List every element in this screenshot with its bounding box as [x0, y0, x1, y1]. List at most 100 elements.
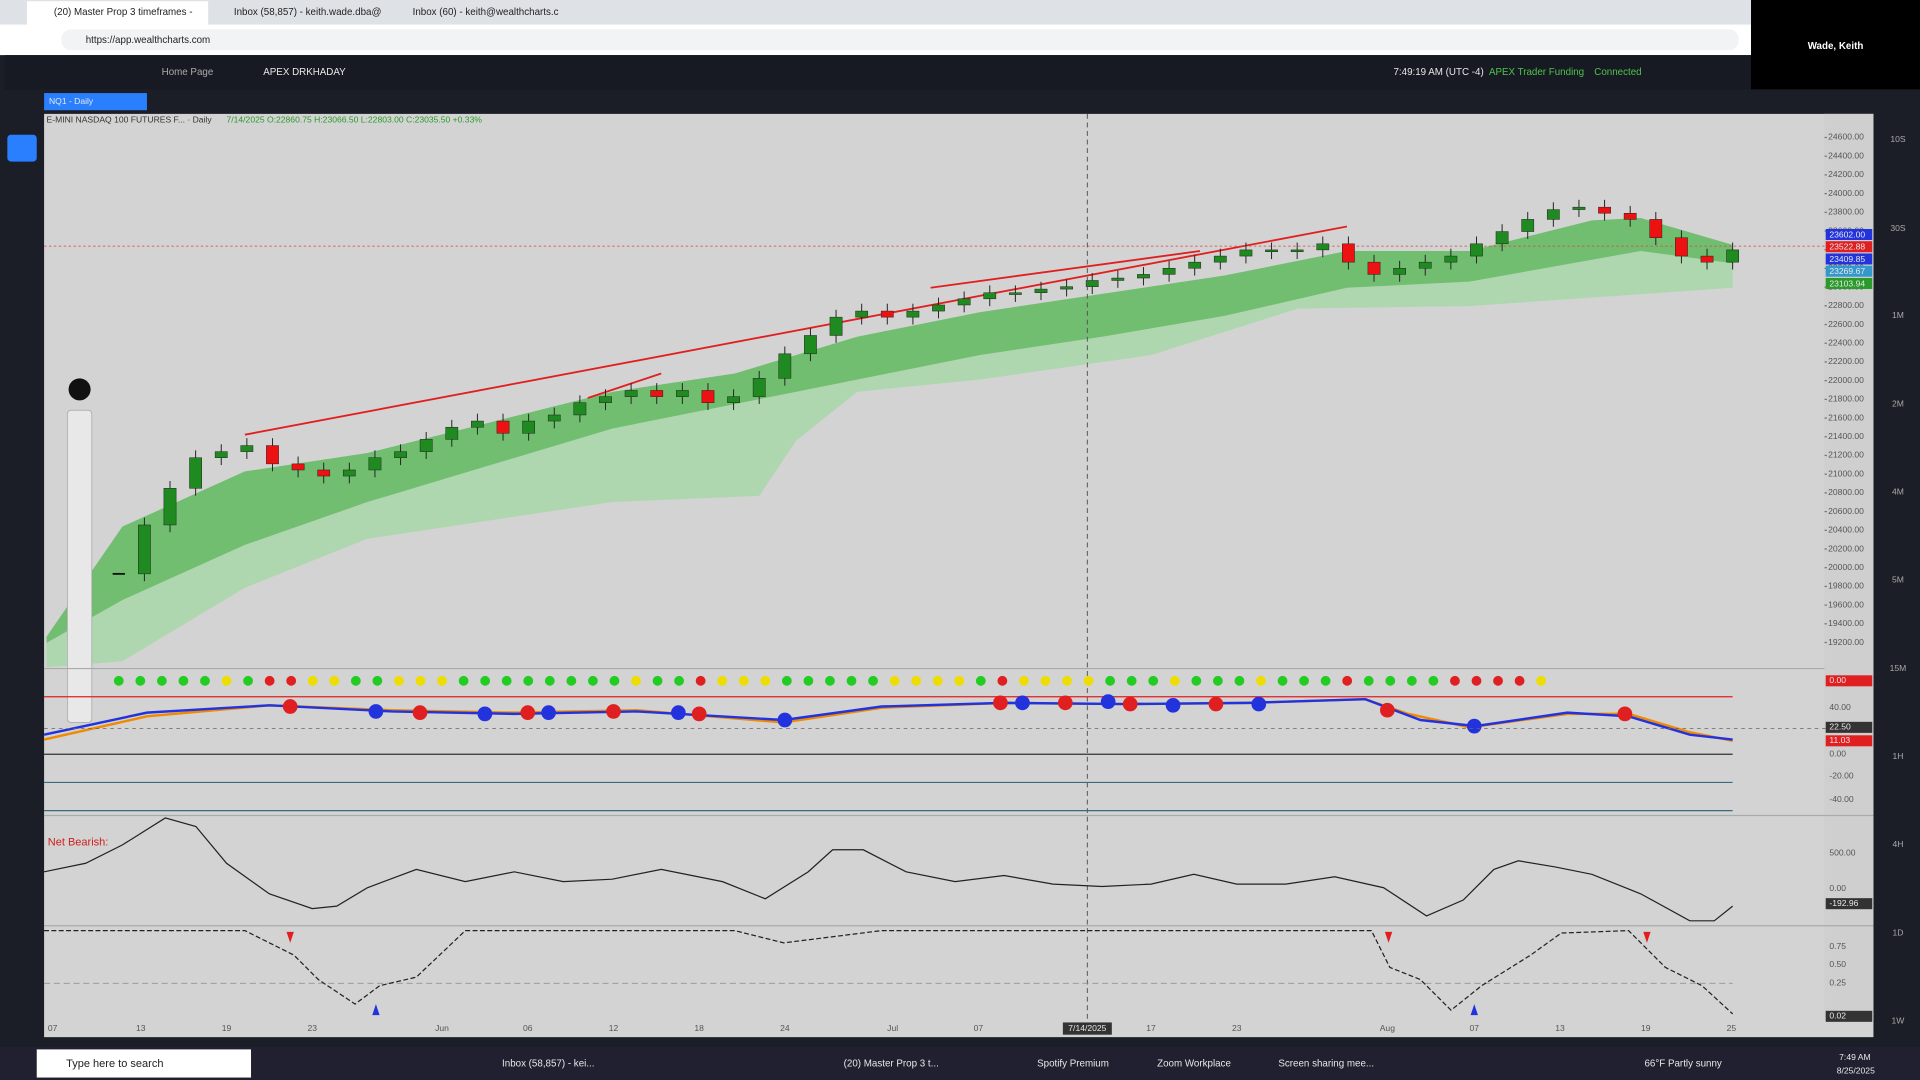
add-button[interactable] [7, 134, 37, 162]
x-tick-label: Aug [1380, 1023, 1395, 1033]
candle [1367, 261, 1381, 275]
signal-dot [1299, 675, 1309, 686]
profile-name: Wade, Keith [1808, 41, 1864, 52]
candle [624, 390, 638, 397]
candle [1572, 206, 1586, 210]
signal-up [1470, 1004, 1478, 1016]
candle [855, 310, 869, 318]
y-tick-label: 19200.00 [1828, 637, 1864, 647]
signal-dot [415, 675, 426, 686]
y-tick-label: 24000.00 [1828, 188, 1864, 198]
signal-dot [631, 675, 641, 686]
candle [445, 426, 459, 440]
y-tick-label: 21200.00 [1828, 450, 1864, 460]
candle [1726, 249, 1740, 263]
candle [1162, 267, 1176, 275]
signal-dot [954, 675, 965, 686]
x-tick-label: Jul [887, 1023, 898, 1033]
x-tick-label: 06 [523, 1023, 533, 1033]
signal-dot [1148, 675, 1159, 686]
signal-dot [1342, 675, 1353, 686]
task-app[interactable]: Inbox (58,857) - kei... [502, 1059, 594, 1070]
candle [1316, 243, 1330, 251]
signal-dot [178, 675, 189, 686]
price-tag [1825, 277, 1873, 289]
clock: 7:49:19 AM (UTC -4) [1393, 67, 1483, 78]
signal-dot [911, 675, 922, 686]
task-app[interactable]: (20) Master Prop 3 t... [844, 1059, 939, 1070]
x-tick-label: 12 [609, 1023, 619, 1033]
tab[interactable]: (20) Master Prop 3 timeframes - [54, 7, 193, 18]
candle [1495, 231, 1509, 245]
time: 7:49 AM [1839, 1052, 1870, 1062]
trendline[interactable] [930, 250, 1201, 289]
active-tab[interactable] [26, 1, 209, 25]
trendline[interactable] [587, 372, 662, 399]
candle [906, 310, 920, 318]
candle [1598, 206, 1611, 214]
app-tab[interactable]: APEX DRKHADAY [263, 67, 346, 78]
x-tick-label: 07 [974, 1023, 984, 1033]
osc-label: -40.00 [1829, 794, 1854, 804]
toolbar-handle[interactable] [68, 378, 91, 401]
signal-down [1384, 931, 1393, 943]
candle [266, 445, 279, 465]
signal-dot [695, 675, 706, 686]
x-tick-label: 23 [307, 1023, 317, 1033]
candle [727, 396, 740, 403]
signal-dot [1428, 675, 1439, 686]
x-tick-label: 23 [1232, 1023, 1242, 1033]
candle [932, 304, 945, 312]
task-app[interactable]: Screen sharing mee... [1278, 1059, 1374, 1070]
y-tick-label: 19600.00 [1828, 599, 1864, 609]
signal-dot [1126, 675, 1137, 686]
candle [1546, 209, 1560, 220]
signal-dot [329, 675, 340, 686]
y-tick-label: 22400.00 [1828, 338, 1864, 348]
candle [1265, 249, 1278, 252]
symbol-tab[interactable] [44, 93, 147, 111]
candle [163, 488, 177, 526]
search[interactable]: Type here to search [66, 1058, 163, 1070]
osc-label: 0.00 [1829, 675, 1846, 685]
osc-label: 11.03 [1829, 735, 1850, 745]
account[interactable]: APEX Trader Funding [1489, 67, 1584, 78]
signal-dot [588, 675, 598, 686]
weather[interactable]: 66°F Partly sunny [1644, 1059, 1721, 1070]
y-tick-label: 20800.00 [1828, 487, 1864, 497]
signal-dot [1062, 675, 1072, 686]
x-tick-label: 24 [780, 1023, 790, 1033]
app-tab[interactable]: Home Page [162, 67, 214, 78]
taskbar [0, 1046, 1920, 1080]
task-app[interactable]: Spotify Premium [1037, 1059, 1109, 1070]
osc-label: 22.50 [1829, 722, 1851, 732]
url[interactable]: https://app.wealthcharts.com [86, 35, 211, 46]
candle [1623, 212, 1637, 220]
pane3-label: 0.00 [1829, 883, 1846, 893]
tab[interactable]: Inbox (60) - keith@wealthcharts.c [413, 7, 559, 18]
candle [1470, 243, 1483, 257]
signal-dot [1277, 675, 1288, 686]
signal-dot [307, 675, 318, 686]
signal-dot [717, 675, 728, 686]
drawing-toolbar[interactable] [67, 409, 93, 723]
signal-dot [609, 675, 620, 686]
price-axis [1824, 113, 1874, 1020]
task-app[interactable]: Zoom Workplace [1157, 1059, 1231, 1070]
signal-dot [1169, 675, 1180, 686]
right-toolbar [1873, 89, 1920, 1045]
signal-dot [480, 675, 491, 686]
y-tick-label: 20000.00 [1828, 562, 1864, 572]
tab[interactable]: Inbox (58,857) - keith.wade.dba@ [234, 7, 382, 18]
trendline[interactable] [244, 225, 1348, 436]
candle [1137, 274, 1150, 279]
candle [701, 390, 715, 403]
y-tick-label: 21600.00 [1828, 412, 1864, 422]
signal-dot [458, 675, 469, 686]
search-box[interactable] [36, 1049, 252, 1078]
signal-dot [1256, 675, 1266, 686]
candle [1342, 243, 1355, 263]
y-tick-label: 19800.00 [1828, 581, 1864, 591]
candle [1034, 288, 1048, 293]
url-box[interactable] [61, 29, 1739, 51]
